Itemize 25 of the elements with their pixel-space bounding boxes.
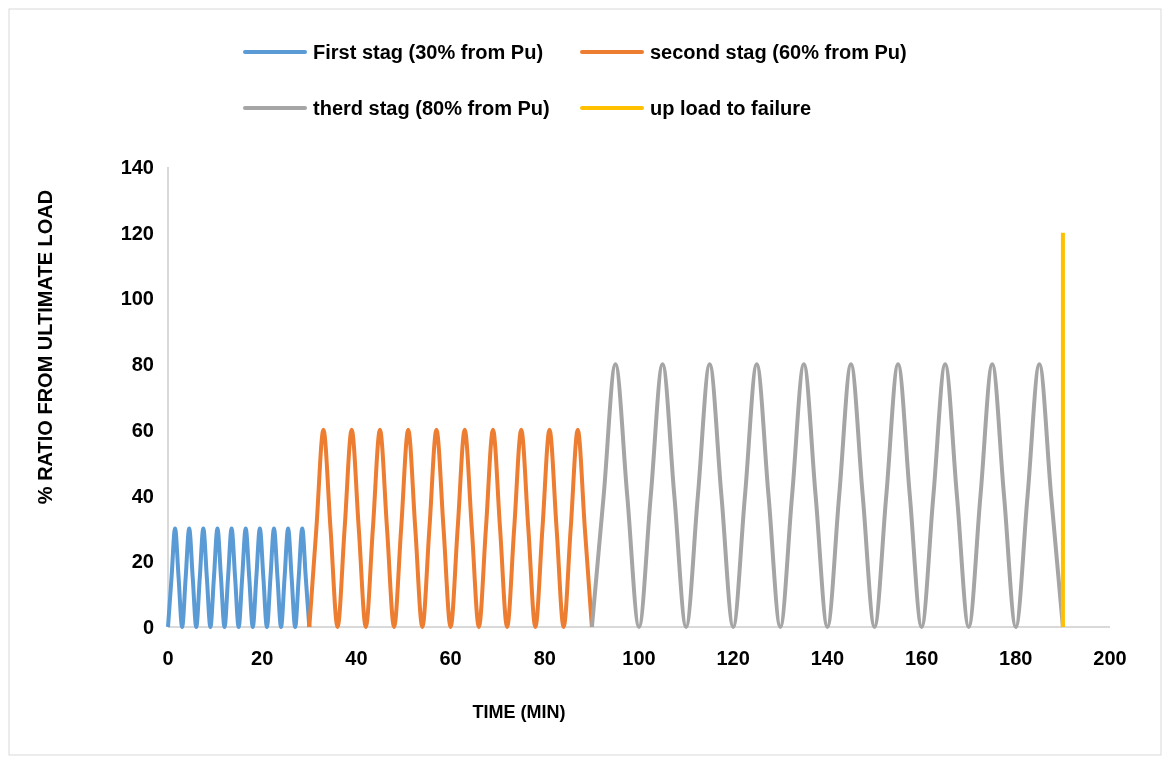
y-tick-label: 40 — [131, 484, 154, 507]
legend-label: up load to failure — [650, 97, 812, 119]
x-tick-label: 180 — [999, 647, 1033, 669]
x-tick-label: 120 — [716, 647, 750, 669]
x-tick-label: 140 — [810, 647, 845, 669]
y-tick-label: 140 — [120, 156, 154, 178]
y-tick-label: 80 — [131, 353, 154, 376]
x-tick-label: 0 — [162, 647, 174, 669]
y-tick-label: 20 — [131, 550, 154, 573]
y-tick-label: 100 — [120, 287, 154, 310]
x-tick-label: 20 — [251, 647, 274, 669]
y-axis-title: % RATIO FROM ULTIMATE LOAD — [34, 189, 56, 505]
x-tick-label: 40 — [345, 647, 368, 669]
legend-label: First stag (30% from Pu) — [313, 41, 544, 63]
x-tick-label: 200 — [1093, 647, 1127, 669]
y-tick-label: 0 — [142, 616, 154, 638]
legend-label: second stag (60% from Pu) — [650, 41, 907, 63]
x-tick-label: 100 — [622, 647, 656, 669]
x-tick-label: 60 — [439, 647, 462, 669]
y-tick-label: 120 — [120, 221, 154, 244]
x-axis-title: TIME (MIN) — [472, 702, 566, 722]
y-tick-label: 60 — [131, 418, 154, 441]
x-tick-label: 80 — [533, 647, 556, 669]
legend-label: therd stag (80% from Pu) — [313, 97, 550, 119]
x-tick-label: 160 — [904, 647, 939, 669]
